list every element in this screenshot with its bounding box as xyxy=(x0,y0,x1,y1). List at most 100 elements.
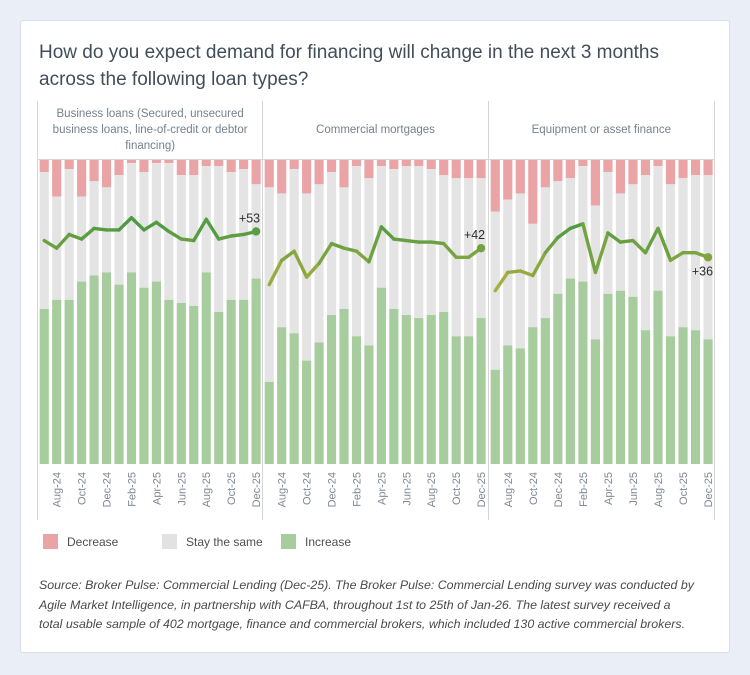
bar-segment-increase[interactable] xyxy=(264,381,275,464)
bar-segment-increase[interactable] xyxy=(352,336,362,464)
bar-segment-decrease[interactable] xyxy=(239,160,249,170)
bar-segment-increase[interactable] xyxy=(540,318,550,464)
bar-segment-increase[interactable] xyxy=(502,345,513,464)
bar-segment-decrease[interactable] xyxy=(540,160,550,188)
bar-segment-decrease[interactable] xyxy=(214,160,224,167)
bar-segment-decrease[interactable] xyxy=(364,160,374,179)
bar-segment-increase[interactable] xyxy=(139,287,149,464)
bar-segment-increase[interactable] xyxy=(39,308,49,464)
bar-segment-increase[interactable] xyxy=(77,281,87,464)
bar-segment-increase[interactable] xyxy=(427,315,437,464)
bar-segment-increase[interactable] xyxy=(678,327,688,464)
bar-segment-decrease[interactable] xyxy=(678,160,688,179)
bar-segment-decrease[interactable] xyxy=(490,160,500,212)
bar-segment-increase[interactable] xyxy=(628,296,638,464)
bar-segment-decrease[interactable] xyxy=(602,160,613,173)
bar-segment-increase[interactable] xyxy=(389,308,399,464)
bar-segment-increase[interactable] xyxy=(377,287,387,464)
bar-segment-increase[interactable] xyxy=(339,308,349,464)
bar-segment-decrease[interactable] xyxy=(577,160,588,167)
legend-item-increase[interactable]: Increase xyxy=(281,534,400,549)
bar-segment-decrease[interactable] xyxy=(64,160,74,170)
bar-segment-increase[interactable] xyxy=(464,336,474,464)
bar-segment-increase[interactable] xyxy=(690,330,700,464)
bar-segment-decrease[interactable] xyxy=(139,160,149,173)
bar-segment-increase[interactable] xyxy=(114,284,124,464)
bar-segment-increase[interactable] xyxy=(164,299,174,464)
bar-segment-decrease[interactable] xyxy=(502,160,513,200)
bar-segment-increase[interactable] xyxy=(64,299,74,464)
legend-item-stay-the-same[interactable]: Stay the same xyxy=(162,534,281,549)
bar-segment-decrease[interactable] xyxy=(189,160,199,176)
bar-segment-increase[interactable] xyxy=(277,327,287,464)
bar-segment-decrease[interactable] xyxy=(101,160,112,188)
bar-segment-decrease[interactable] xyxy=(402,160,412,167)
bar-segment-increase[interactable] xyxy=(476,318,486,464)
bar-segment-decrease[interactable] xyxy=(226,160,236,173)
bar-segment-decrease[interactable] xyxy=(302,160,312,194)
bar-segment-decrease[interactable] xyxy=(653,160,663,167)
bar-segment-decrease[interactable] xyxy=(389,160,399,170)
bar-segment-increase[interactable] xyxy=(703,339,713,464)
bar-segment-decrease[interactable] xyxy=(690,160,700,176)
bar-segment-increase[interactable] xyxy=(490,369,500,464)
bar-segment-decrease[interactable] xyxy=(89,160,99,182)
bar-segment-decrease[interactable] xyxy=(352,160,362,167)
bar-segment-increase[interactable] xyxy=(327,315,337,464)
bar-segment-decrease[interactable] xyxy=(201,160,211,167)
bar-segment-decrease[interactable] xyxy=(703,160,713,176)
bar-segment-decrease[interactable] xyxy=(615,160,625,194)
bar-segment-increase[interactable] xyxy=(615,290,625,464)
bar-segment-increase[interactable] xyxy=(439,312,449,464)
bar-segment-decrease[interactable] xyxy=(590,160,600,206)
bar-segment-increase[interactable] xyxy=(364,345,374,464)
bar-segment-increase[interactable] xyxy=(665,336,675,464)
bar-segment-decrease[interactable] xyxy=(665,160,675,185)
bar-segment-decrease[interactable] xyxy=(414,160,424,167)
bar-segment-decrease[interactable] xyxy=(151,160,161,164)
bar-segment-increase[interactable] xyxy=(602,293,613,464)
panel-business-loans[interactable]: Aug-24 Oct-24 Dec-24 Feb-25 Apr-25 Jun-25 Aug-… xyxy=(38,160,264,520)
panel-commercial-mortgages[interactable]: Aug-24 Oct-24 Dec-24 Feb-25 Apr-25 Jun-25 Aug-… xyxy=(263,160,489,520)
bar-segment-increase[interactable] xyxy=(52,299,62,464)
panel-equipment-asset-finance[interactable]: Aug-24 Oct-24 Dec-24 Feb-25 Apr-25 Jun-25 Aug-… xyxy=(489,160,715,520)
bar-segment-decrease[interactable] xyxy=(289,160,300,170)
bar-segment-decrease[interactable] xyxy=(628,160,638,185)
bar-segment-decrease[interactable] xyxy=(339,160,349,188)
bar-segment-decrease[interactable] xyxy=(515,160,525,194)
bar-segment-decrease[interactable] xyxy=(552,160,563,182)
bar-segment-increase[interactable] xyxy=(201,272,211,464)
bar-segment-decrease[interactable] xyxy=(277,160,287,194)
bar-segment-decrease[interactable] xyxy=(114,160,124,176)
bar-segment-increase[interactable] xyxy=(226,299,236,464)
bar-segment-decrease[interactable] xyxy=(439,160,449,176)
bar-segment-decrease[interactable] xyxy=(464,160,474,179)
bar-segment-increase[interactable] xyxy=(101,272,112,464)
bar-segment-increase[interactable] xyxy=(189,305,199,464)
bar-segment-increase[interactable] xyxy=(251,278,261,464)
bar-segment-increase[interactable] xyxy=(214,312,224,464)
bar-segment-decrease[interactable] xyxy=(77,160,87,197)
bar-segment-decrease[interactable] xyxy=(527,160,538,224)
bar-segment-decrease[interactable] xyxy=(451,160,462,179)
bar-segment-decrease[interactable] xyxy=(264,160,275,188)
bar-segment-increase[interactable] xyxy=(89,275,99,464)
bar-segment-increase[interactable] xyxy=(590,339,600,464)
bar-segment-increase[interactable] xyxy=(176,302,186,464)
bar-segment-increase[interactable] xyxy=(515,348,525,464)
bar-segment-decrease[interactable] xyxy=(126,160,137,164)
bar-segment-increase[interactable] xyxy=(402,315,412,464)
bar-segment-decrease[interactable] xyxy=(327,160,337,173)
bar-segment-decrease[interactable] xyxy=(640,160,650,176)
bar-segment-decrease[interactable] xyxy=(164,160,174,164)
bar-segment-decrease[interactable] xyxy=(476,160,486,179)
bar-segment-decrease[interactable] xyxy=(251,160,261,185)
bar-segment-increase[interactable] xyxy=(151,281,161,464)
bar-segment-increase[interactable] xyxy=(577,281,588,464)
bar-segment-increase[interactable] xyxy=(552,293,563,464)
bar-segment-increase[interactable] xyxy=(126,272,137,464)
legend-item-decrease[interactable]: Decrease xyxy=(43,534,162,549)
bar-segment-increase[interactable] xyxy=(527,327,538,464)
bar-segment-increase[interactable] xyxy=(565,278,575,464)
bar-segment-increase[interactable] xyxy=(653,290,663,464)
